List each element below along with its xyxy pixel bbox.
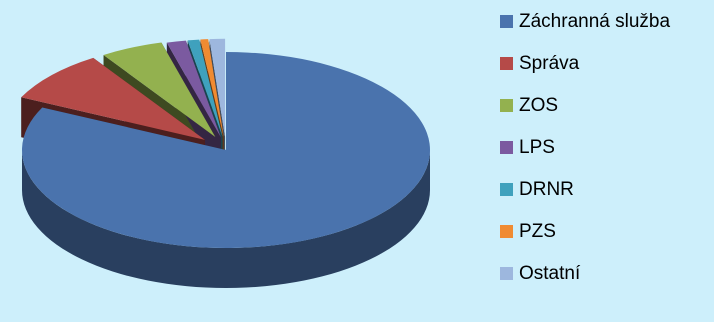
legend-label: LPS — [519, 136, 555, 158]
legend-item: DRNR — [500, 176, 670, 203]
legend-item: PZS — [500, 218, 670, 245]
legend-label: Záchranná služba — [519, 10, 671, 32]
pie-slice — [209, 38, 226, 137]
legend-swatch-icon — [500, 99, 513, 112]
legend-swatch-icon — [500, 183, 513, 196]
pie-plot-area — [21, 38, 430, 288]
legend-label: PZS — [519, 220, 556, 242]
pie-slice — [166, 40, 221, 138]
legend-item: Ostatní — [500, 260, 670, 287]
pie-slice-side — [22, 150, 430, 288]
legend-swatch-icon — [500, 225, 513, 238]
legend-label: Ostatní — [519, 262, 581, 284]
legend-label: Správa — [519, 52, 580, 74]
legend-swatch-icon — [500, 141, 513, 154]
legend-item: Správa — [500, 50, 670, 77]
legend-swatch-icon — [500, 15, 513, 28]
pie-slice — [21, 57, 205, 140]
legend-label: DRNR — [519, 178, 574, 200]
legend-swatch-icon — [500, 57, 513, 70]
legend: Záchranná služba Správa ZOS LPS DRNR PZS… — [500, 8, 670, 302]
legend-label: ZOS — [519, 94, 559, 116]
legend-item: ZOS — [500, 92, 670, 119]
legend-item: LPS — [500, 134, 670, 161]
legend-swatch-icon — [500, 267, 513, 280]
legend-item: Záchranná služba — [500, 8, 670, 35]
pie-tops — [21, 38, 430, 249]
pie-slice — [200, 39, 224, 137]
pie-slice — [103, 42, 216, 137]
pie-slice — [21, 52, 430, 249]
pie-slice — [187, 39, 223, 137]
